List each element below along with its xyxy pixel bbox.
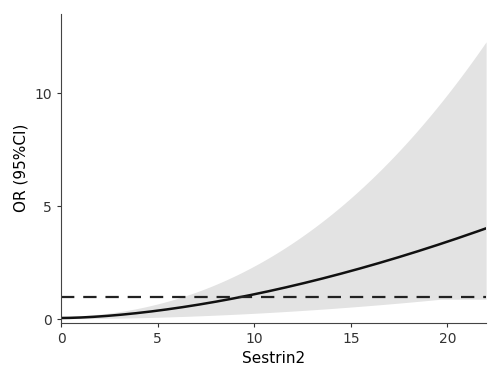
X-axis label: Sestrin2: Sestrin2 xyxy=(242,351,305,366)
Y-axis label: OR (95%CI): OR (95%CI) xyxy=(14,124,29,212)
